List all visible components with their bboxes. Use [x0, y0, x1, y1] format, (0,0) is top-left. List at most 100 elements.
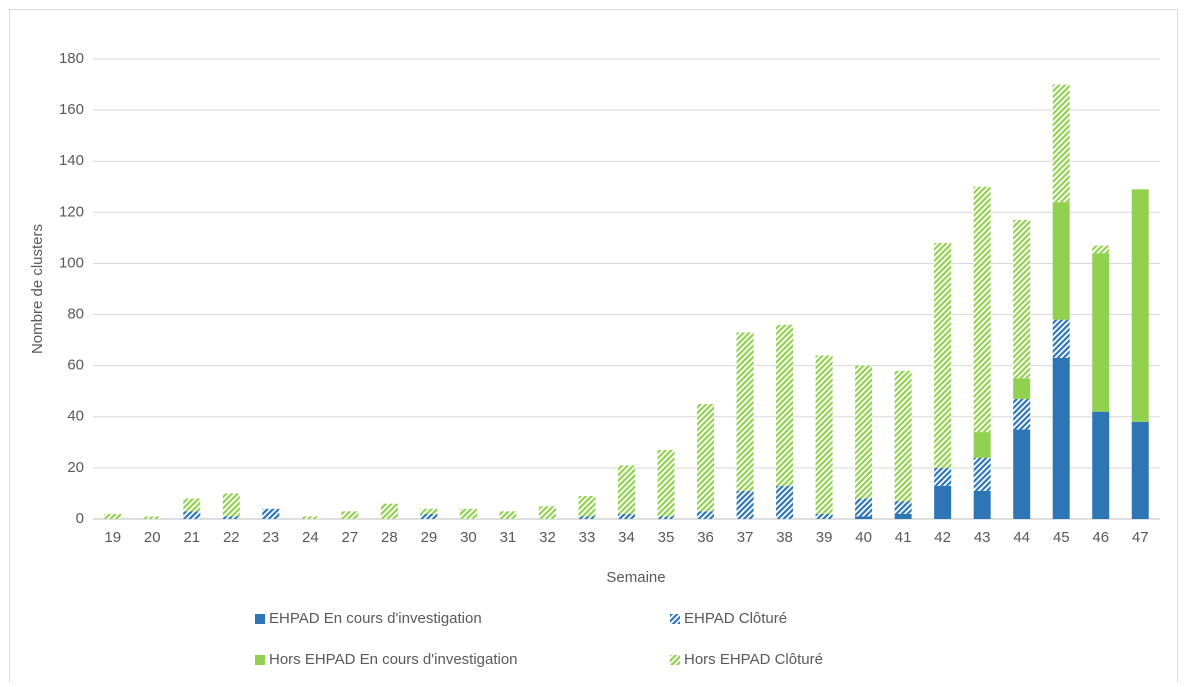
bar-segment — [736, 490, 754, 519]
x-tick-label: 38 — [776, 529, 793, 546]
bar-segment — [1052, 202, 1070, 320]
bar-segment — [894, 370, 912, 502]
bar-segment — [1052, 358, 1070, 519]
bar-segment — [776, 324, 794, 486]
y-tick-label: 20 — [67, 459, 84, 476]
bar-segment — [736, 332, 754, 491]
bar-segment — [499, 511, 517, 519]
x-tick-label: 20 — [144, 529, 161, 546]
bar-segment — [934, 485, 952, 519]
bar-segment — [1092, 245, 1110, 254]
x-tick-label: 22 — [223, 529, 240, 546]
y-tick-label: 140 — [59, 152, 84, 169]
bar-segment — [578, 516, 596, 519]
bar-segment — [894, 513, 912, 519]
x-tick-label: 36 — [697, 529, 714, 546]
x-tick-label: 33 — [579, 529, 596, 546]
x-tick-label: 35 — [658, 529, 675, 546]
bar-segment — [697, 511, 715, 519]
y-tick-label: 180 — [59, 50, 84, 67]
bar-segment — [1013, 398, 1031, 430]
bar-segment — [657, 516, 675, 519]
legend-swatch — [255, 655, 265, 665]
legend-label: Hors EHPAD Clôturé — [684, 651, 823, 668]
x-tick-label: 29 — [421, 529, 438, 546]
bar-segment — [380, 503, 398, 519]
bar-segment — [578, 496, 596, 517]
bar-segment — [143, 516, 161, 519]
x-tick-label: 41 — [895, 529, 912, 546]
bar-segment — [697, 404, 715, 512]
bar-segment — [1131, 189, 1149, 422]
legend-swatch — [670, 655, 680, 665]
bar-segment — [973, 490, 991, 519]
bar-segment — [1013, 378, 1031, 399]
x-tick-label: 45 — [1053, 529, 1070, 546]
bar-segment — [657, 450, 675, 517]
legend-swatch — [255, 614, 265, 624]
bar-segment — [815, 355, 833, 514]
bar-segment — [855, 516, 873, 519]
x-tick-label: 39 — [816, 529, 833, 546]
x-tick-label: 27 — [342, 529, 359, 546]
bar-segment — [1052, 319, 1070, 358]
bar-segment — [1092, 253, 1110, 412]
bar-segment — [420, 513, 438, 519]
x-tick-label: 21 — [183, 529, 200, 546]
x-tick-label: 19 — [104, 529, 121, 546]
bar-segment — [1013, 220, 1031, 379]
x-tick-label: 32 — [539, 529, 556, 546]
bar-segment — [934, 467, 952, 486]
bar-segment — [1013, 429, 1031, 519]
bar-segment — [183, 498, 201, 512]
y-tick-label: 80 — [67, 306, 84, 323]
bar-segment — [855, 365, 873, 499]
bar-segment — [301, 516, 319, 519]
bar-segment — [341, 511, 359, 519]
bar-segment — [183, 511, 201, 519]
x-tick-label: 40 — [855, 529, 872, 546]
x-tick-label: 30 — [460, 529, 477, 546]
bar-segment — [104, 513, 122, 519]
x-tick-label: 44 — [1013, 529, 1030, 546]
legend-label: EHPAD En cours d'investigation — [269, 610, 482, 627]
x-tick-label: 31 — [500, 529, 517, 546]
bar-segment — [538, 506, 556, 519]
bar-segment — [262, 508, 280, 519]
x-tick-label: 24 — [302, 529, 319, 546]
y-tick-label: 60 — [67, 357, 84, 374]
legend-label: EHPAD Clôturé — [684, 610, 787, 627]
bar-segment — [1131, 421, 1149, 519]
y-tick-label: 160 — [59, 101, 84, 118]
x-tick-label: 37 — [737, 529, 754, 546]
bar-segment — [420, 508, 438, 514]
bar-segment — [973, 186, 991, 433]
bar-segment — [855, 498, 873, 517]
bar-segment — [894, 501, 912, 514]
y-tick-label: 120 — [59, 203, 84, 220]
chart-border — [9, 9, 1178, 687]
x-tick-label: 34 — [618, 529, 635, 546]
bar-segment — [973, 432, 991, 458]
y-tick-label: 0 — [76, 510, 84, 527]
y-tick-label: 100 — [59, 254, 84, 271]
y-tick-label: 40 — [67, 408, 84, 425]
bar-segment — [776, 485, 794, 519]
bar-segment — [618, 465, 635, 514]
x-tick-label: 28 — [381, 529, 398, 546]
bar-segment — [618, 513, 635, 519]
bar-segment — [1092, 411, 1110, 519]
bar-segment — [1052, 84, 1070, 203]
bar-segment — [815, 513, 833, 519]
legend-label: Hors EHPAD En cours d'investigation — [269, 651, 518, 668]
x-tick-label: 23 — [262, 529, 279, 546]
bar-segment — [222, 493, 240, 517]
bar-segment — [459, 508, 477, 519]
x-tick-label: 46 — [1092, 529, 1109, 546]
bar-segment — [934, 243, 952, 468]
x-tick-label: 43 — [974, 529, 991, 546]
y-axis-label: Nombre de clusters — [29, 224, 46, 354]
bar-segment — [222, 516, 240, 519]
x-axis-label: Semaine — [606, 569, 665, 586]
